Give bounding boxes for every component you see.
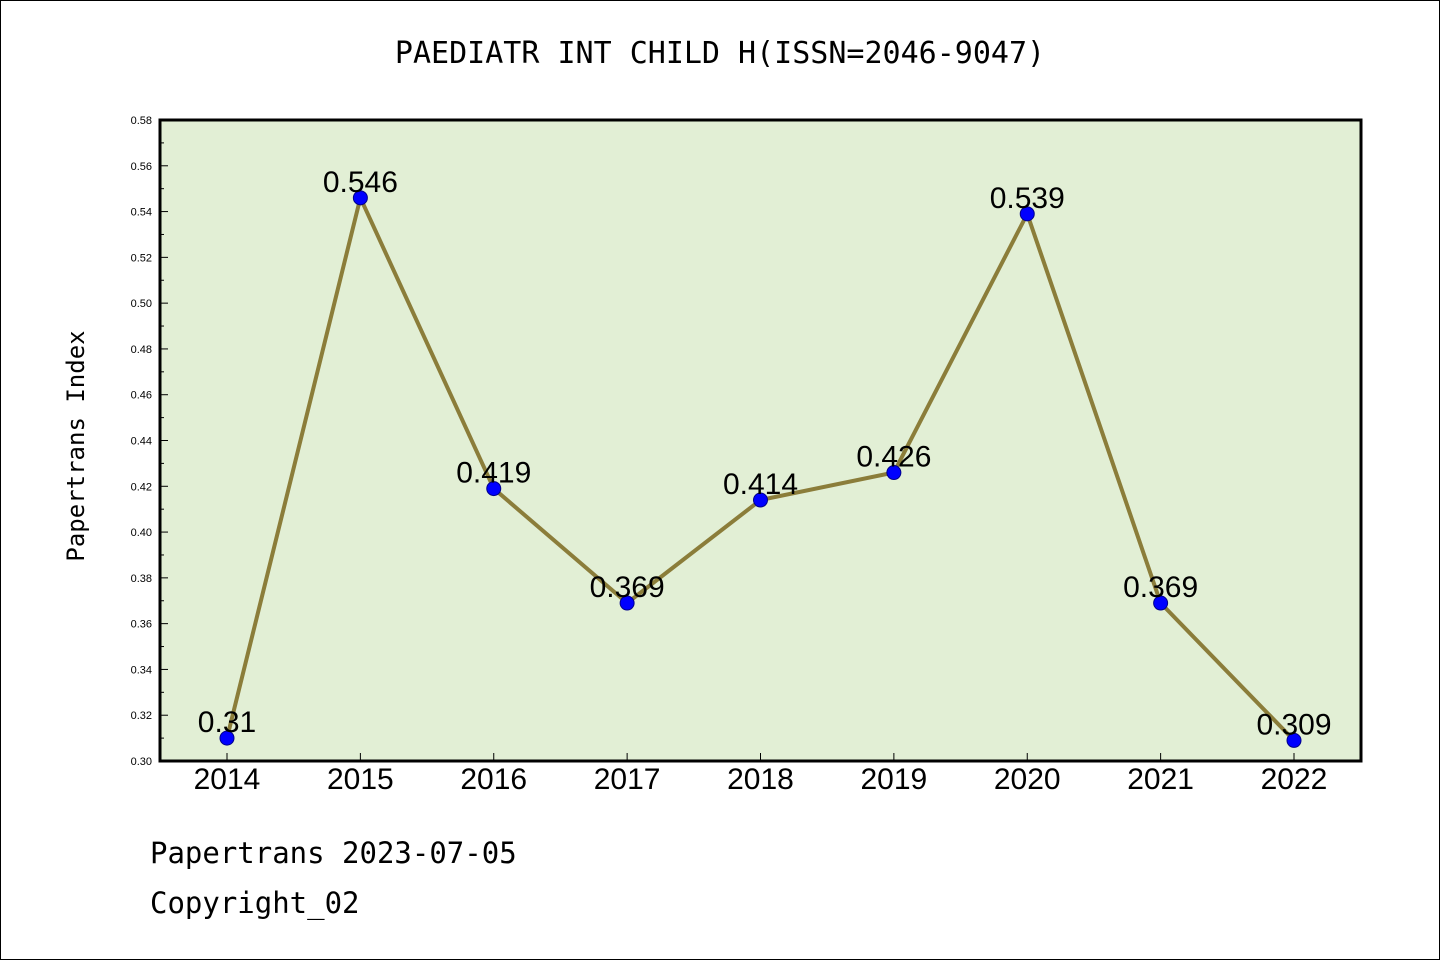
data-point [219, 730, 235, 746]
data-point [1019, 206, 1035, 222]
y-tick-label: 0.30 [131, 756, 152, 768]
y-tick-label: 0.52 [131, 252, 152, 264]
chart-title: PAEDIATR INT CHILD H(ISSN=2046-9047) [394, 36, 1046, 71]
copyright-text: Copyright_02 [150, 886, 360, 920]
y-tick-label: 0.46 [131, 390, 152, 402]
plot-area [160, 120, 1361, 761]
y-tick-label: 0.38 [131, 573, 152, 585]
data-point [753, 492, 768, 508]
x-tick-label: 2022 [1261, 763, 1328, 796]
source-date-text: Papertrans 2023-07-05 [150, 836, 517, 870]
data-label: 0.369 [1123, 571, 1198, 604]
x-tick-label: 2015 [327, 763, 394, 796]
y-tick-label: 0.50 [131, 298, 152, 310]
data-point [1286, 732, 1302, 748]
y-tick-label: 0.36 [131, 619, 152, 631]
data-label: 0.426 [856, 441, 931, 474]
data-point [486, 481, 502, 497]
x-tick-label: 2021 [1127, 763, 1194, 796]
data-label: 0.546 [323, 166, 398, 199]
data-label: 0.414 [723, 468, 798, 501]
x-tick-label: 2014 [194, 763, 261, 796]
data-label: 0.31 [198, 706, 256, 739]
x-tick-label: 2018 [727, 763, 794, 796]
x-tick-label: 2019 [861, 763, 928, 796]
y-tick-label: 0.40 [131, 527, 152, 539]
data-label: 0.309 [1256, 708, 1331, 741]
data-point [1153, 595, 1169, 611]
data-label: 0.539 [990, 182, 1065, 215]
y-tick-label: 0.34 [131, 664, 152, 676]
y-tick-label: 0.42 [131, 481, 152, 493]
data-label: 0.419 [456, 457, 531, 490]
plot-border [158, 118, 1363, 763]
x-tick-label: 2020 [994, 763, 1061, 796]
y-tick-label: 0.32 [131, 710, 152, 722]
y-tick-label: 0.58 [131, 115, 152, 127]
data-point [619, 595, 635, 611]
y-tick-label: 0.56 [131, 161, 152, 173]
x-tick-label: 2017 [594, 763, 661, 796]
y-tick-label: 0.54 [131, 207, 152, 219]
y-tick-label: 0.48 [131, 344, 152, 356]
y-tick-label: 0.44 [131, 436, 152, 448]
x-tick-label: 2016 [460, 763, 527, 796]
data-point [886, 465, 902, 481]
data-point [352, 190, 368, 206]
data-label: 0.369 [590, 571, 665, 604]
